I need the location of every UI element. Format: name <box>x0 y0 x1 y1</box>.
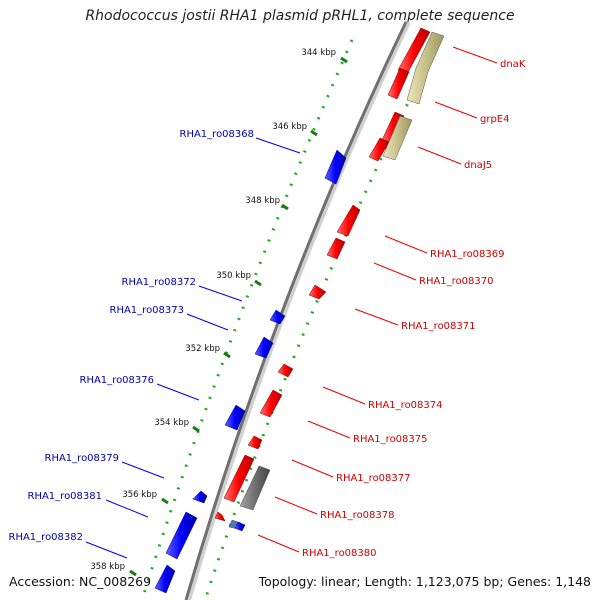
gene-ro08380 <box>214 511 226 522</box>
gene-ro08382 <box>154 564 176 594</box>
gene-ro08377 <box>247 435 263 450</box>
gene-ro08372 <box>269 309 286 325</box>
tick-label-350: 350 kbp <box>216 271 251 281</box>
gene-ro08381 <box>165 511 198 560</box>
label-ro08378: RHA1_ro08378 <box>320 510 395 521</box>
tick-label-358: 358 kbp <box>90 562 125 572</box>
gene-ro08381b <box>234 521 246 532</box>
gene-dnaK-2 <box>387 67 410 100</box>
label-ro08379: RHA1_ro08379 <box>45 453 120 464</box>
label-ro08370: RHA1_ro08370 <box>419 276 494 287</box>
label-ro08381: RHA1_ro08381 <box>28 491 103 502</box>
tick-label-348: 348 kbp <box>245 196 280 206</box>
label-ro08375: RHA1_ro08375 <box>353 434 428 445</box>
diagram-title: Rhodococcus jostii RHA1 plasmid pRHL1, c… <box>85 8 515 24</box>
topology-text: Topology: linear; Length: 1,123,075 bp; … <box>258 574 591 589</box>
label-ro08372: RHA1_ro08372 <box>122 277 197 288</box>
label-ro08369: RHA1_ro08369 <box>430 249 505 260</box>
tick-label-352: 352 kbp <box>185 344 220 354</box>
backbone-line <box>184 21 408 600</box>
right-leader-lines <box>257 46 498 553</box>
label-ro08371: RHA1_ro08371 <box>401 321 476 332</box>
tick-label-356: 356 kbp <box>122 490 157 500</box>
label-grpE4: grpE4 <box>480 114 510 125</box>
tick-label-344: 344 kbp <box>301 48 336 58</box>
label-dnaJ5: dnaJ5 <box>464 160 492 171</box>
gene-khaki-1 <box>406 31 445 105</box>
tick-label-346: 346 kbp <box>272 122 307 132</box>
label-ro08382: RHA1_ro08382 <box>9 532 84 543</box>
label-ro08373: RHA1_ro08373 <box>110 305 185 316</box>
gene-ro08368 <box>324 149 347 185</box>
label-dnaK: dnaK <box>500 59 526 70</box>
gene-ro08373 <box>254 336 274 359</box>
gene-ro08376 <box>224 404 246 431</box>
gene-ro08375 <box>259 389 283 418</box>
tick-marks <box>129 56 348 577</box>
gene-ro08369 <box>336 204 361 237</box>
left-leader-lines <box>85 137 301 559</box>
label-ro08376: RHA1_ro08376 <box>80 375 155 386</box>
tick-label-354: 354 kbp <box>154 418 189 428</box>
sequence-backbone <box>185 20 411 600</box>
gene-khaki-2 <box>382 115 413 161</box>
gene-grpE4-2 <box>368 137 390 162</box>
gene-gray <box>239 465 271 511</box>
gene-ro08378 <box>223 454 255 503</box>
reverse-genes <box>154 149 347 594</box>
label-ro08380: RHA1_ro08380 <box>302 548 377 559</box>
gene-ro08371 <box>308 284 327 300</box>
gene-ro08370 <box>326 237 346 260</box>
label-ro08374: RHA1_ro08374 <box>368 400 443 411</box>
gene-ro08374 <box>277 363 294 378</box>
reverse-track <box>140 39 354 600</box>
gene-ro08379 <box>192 490 208 504</box>
label-ro08377: RHA1_ro08377 <box>336 473 411 484</box>
accession-text: Accession: NC_008269 <box>9 574 152 589</box>
forward-genes <box>214 27 431 522</box>
label-ro08368: RHA1_ro08368 <box>180 129 255 140</box>
other-genes <box>228 31 445 530</box>
